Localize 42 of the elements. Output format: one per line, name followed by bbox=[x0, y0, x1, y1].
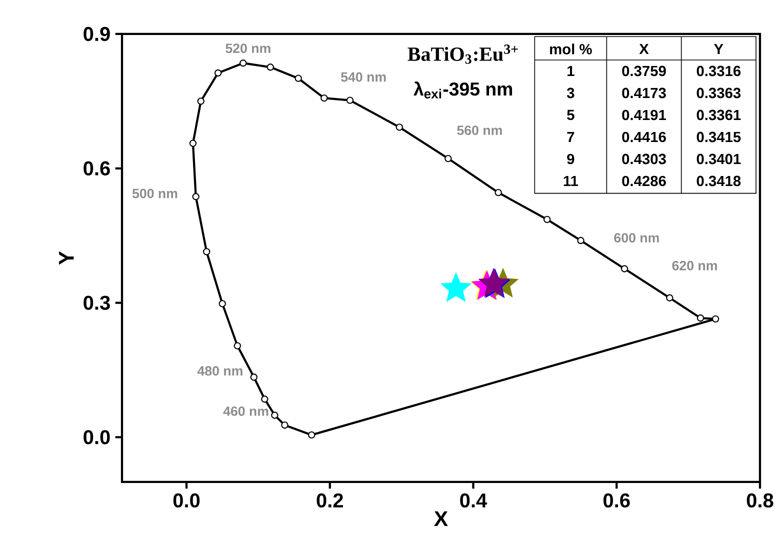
annotation: 5 bbox=[567, 110, 574, 120]
annotation: 600 nm bbox=[614, 233, 659, 243]
annotation: 540 nm bbox=[341, 72, 386, 82]
y-tick-label: 0.3 bbox=[84, 296, 110, 310]
annotation: 0.3363 bbox=[696, 88, 741, 98]
annotation: 620 nm bbox=[672, 260, 717, 270]
annotation: λ$_{exi}$-395 nm bbox=[414, 81, 512, 98]
annotation: 480 nm bbox=[197, 366, 242, 376]
x-tick-label: 0.0 bbox=[173, 493, 200, 508]
annotation: mol % bbox=[550, 44, 592, 54]
annotation: 0.4173 bbox=[622, 88, 666, 98]
annotation: 0.3316 bbox=[696, 66, 741, 76]
x-axis-title: X bbox=[434, 511, 448, 526]
annotation: 0.3401 bbox=[696, 154, 741, 164]
annotation: 11 bbox=[564, 176, 578, 186]
y-tick-label: 0.9 bbox=[84, 26, 110, 42]
annotation: 0.4416 bbox=[622, 132, 666, 142]
annotation: 0.4303 bbox=[622, 154, 666, 164]
annotation: Y bbox=[714, 44, 724, 54]
annotation: 520 nm bbox=[226, 44, 270, 54]
annotation: 560 nm bbox=[457, 126, 502, 136]
annotation: 3 bbox=[566, 88, 574, 98]
annotation: X bbox=[639, 44, 649, 54]
annotation: 0.3759 bbox=[622, 66, 666, 76]
annotation: 7 bbox=[567, 132, 574, 142]
annotation: 0.3361 bbox=[696, 110, 741, 120]
annotation: 9 bbox=[567, 154, 574, 164]
annotation: 500 nm bbox=[132, 188, 178, 198]
annotation: 0.3415 bbox=[696, 132, 741, 142]
y-axis-title: Y bbox=[58, 251, 74, 265]
annotation: 0.4191 bbox=[622, 110, 666, 120]
annotation: 1 bbox=[568, 66, 574, 76]
y-tick-label: 0.0 bbox=[84, 430, 110, 444]
x-tick-label: 0.2 bbox=[316, 493, 343, 508]
annotation: 0.4286 bbox=[622, 176, 666, 186]
x-tick-label: 0.6 bbox=[604, 493, 630, 508]
annotation: BaTiO$_{3}$:Eu$^{3+}$ bbox=[408, 44, 518, 64]
y-tick-label: 0.6 bbox=[84, 161, 110, 176]
x-tick-label: 0.4 bbox=[460, 493, 488, 508]
annotation: 0.3418 bbox=[696, 176, 741, 186]
annotation: 460 nm bbox=[223, 406, 268, 416]
x-tick-label: 0.8 bbox=[746, 493, 774, 508]
